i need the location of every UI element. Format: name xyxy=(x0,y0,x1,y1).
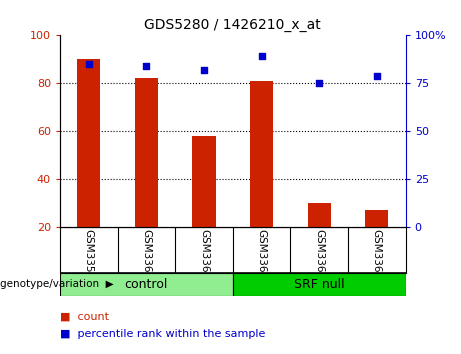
Bar xyxy=(308,202,331,227)
Bar xyxy=(193,136,216,227)
Text: control: control xyxy=(124,278,168,291)
Point xyxy=(142,63,150,69)
Point xyxy=(200,67,207,73)
Point xyxy=(258,53,266,59)
Text: ■  percentile rank within the sample: ■ percentile rank within the sample xyxy=(60,329,265,339)
Bar xyxy=(135,78,158,227)
Point xyxy=(373,73,381,78)
Text: ■  count: ■ count xyxy=(60,312,109,321)
Text: genotype/variation  ▶: genotype/variation ▶ xyxy=(0,279,114,289)
Text: GSM336406: GSM336406 xyxy=(199,229,209,292)
Text: GSM336407: GSM336407 xyxy=(257,229,266,292)
Bar xyxy=(233,273,406,296)
Text: GSM335971: GSM335971 xyxy=(84,229,94,292)
Text: SRF null: SRF null xyxy=(294,278,344,291)
Bar xyxy=(77,59,100,227)
Text: GSM336405: GSM336405 xyxy=(142,229,151,292)
Bar xyxy=(60,273,233,296)
Bar xyxy=(365,210,388,227)
Text: GSM336408: GSM336408 xyxy=(314,229,324,292)
Point xyxy=(315,80,323,86)
Point xyxy=(85,61,92,67)
Bar xyxy=(250,81,273,227)
Text: GSM336409: GSM336409 xyxy=(372,229,382,292)
Title: GDS5280 / 1426210_x_at: GDS5280 / 1426210_x_at xyxy=(144,18,321,32)
